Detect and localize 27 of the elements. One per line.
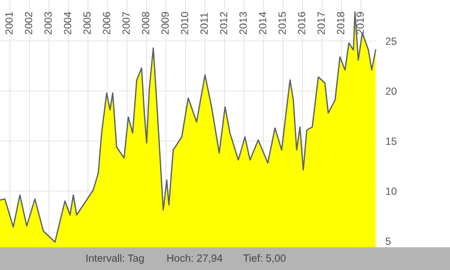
y-tick-label: 10	[386, 188, 397, 195]
x-tick-label: 2003	[44, 12, 52, 34]
x-tick-label: 2014	[258, 12, 266, 34]
y-tick-label: 15	[386, 138, 396, 145]
x-tick-label: 2015	[278, 12, 286, 34]
x-tick-label: 2005	[83, 12, 91, 34]
x-tick-label: 2001	[5, 12, 13, 34]
text: Hoch: 27,94	[167, 254, 222, 264]
x-tick-label: 2011	[200, 12, 208, 34]
y-tick-label: 25	[386, 38, 396, 45]
y-tick-label: 20	[386, 88, 397, 95]
x-tick-label: 2017	[317, 12, 325, 34]
x-tick-label: 2018	[336, 12, 344, 34]
x-tick-label: 2007	[122, 12, 130, 34]
text: Tief: 5,00	[243, 254, 286, 264]
x-tick-label: 2008	[142, 12, 150, 34]
x-tick-label: 2010	[180, 12, 188, 34]
x-tick-label: 2002	[24, 12, 32, 34]
x-tick-label: 2009	[161, 12, 169, 34]
x-tick-label: 2016	[298, 12, 306, 34]
x-tick-label: 2012	[220, 12, 228, 34]
text: Intervall: Tag	[86, 254, 144, 264]
y-tick-label: 5	[386, 238, 391, 245]
x-tick-label: 2019	[356, 12, 364, 34]
x-tick-label: 2006	[102, 12, 110, 34]
x-tick-label: 2004	[64, 12, 72, 34]
x-tick-label: 2013	[239, 12, 247, 34]
